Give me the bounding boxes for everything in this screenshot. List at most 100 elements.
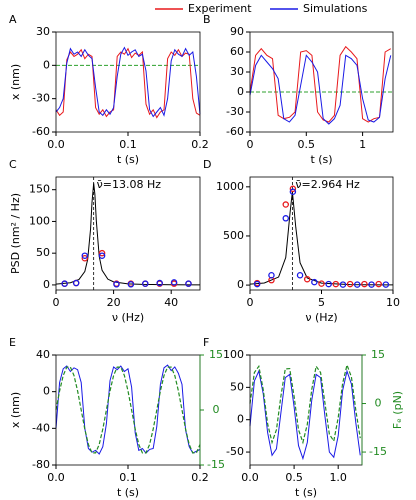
x-tick-label: 0.0 [47, 138, 65, 151]
y-tick-label: 0 [43, 278, 50, 291]
y-tick-label: -50 [226, 445, 244, 458]
point [113, 281, 120, 288]
point [81, 252, 89, 259]
point [156, 279, 163, 287]
y-tick-label: 150 [29, 183, 50, 196]
x-tick-label: 1 [359, 138, 366, 151]
fit-line [249, 191, 394, 286]
x-tick-label: 10 [386, 296, 400, 309]
legend-label: Experiment [188, 2, 252, 15]
annotation: ν̄=2.964 Hz [295, 178, 360, 191]
y-tick-label: -60 [32, 125, 50, 138]
force-line [249, 362, 361, 445]
y2-tick-label: 0 [213, 403, 220, 416]
point [303, 275, 311, 283]
point [185, 280, 192, 287]
point [339, 281, 347, 288]
x-tick-label: 0 [53, 296, 60, 309]
x-tick-label: 1.0 [329, 471, 347, 484]
point [353, 281, 361, 288]
y-tick-label: 0 [237, 85, 244, 98]
point [325, 280, 332, 288]
x-tick-label: 0 [247, 296, 254, 309]
x-tick-label: 0.1 [119, 138, 137, 151]
point [289, 188, 297, 195]
trace-line [55, 46, 201, 118]
x-tick-label: 0.0 [241, 471, 259, 484]
y-tick-label: 0 [237, 278, 244, 291]
panel-label: B [203, 13, 211, 26]
point [268, 272, 275, 279]
y2-tick-label: -15 [369, 445, 387, 458]
y-tick-label: 0 [43, 385, 50, 398]
y-tick-label: 0 [237, 413, 244, 426]
point [332, 280, 340, 288]
plot-frame [55, 31, 201, 133]
point [81, 255, 89, 262]
plot-frame [55, 176, 201, 291]
trace-line [55, 47, 201, 119]
fit-line [55, 183, 201, 286]
y-tick-label: -30 [226, 105, 244, 118]
point [375, 280, 382, 288]
x-axis-label: ν (Hz) [112, 311, 144, 324]
force-line [55, 366, 201, 454]
panel-label: F [203, 336, 209, 349]
y-tick-label: 100 [223, 348, 244, 361]
y-tick-label: -80 [32, 458, 50, 471]
y-tick-label: 100 [29, 214, 50, 227]
y-axis-label: x (nm) [9, 392, 22, 428]
x-tick-label: 0 [247, 138, 254, 151]
point [282, 201, 289, 208]
point [368, 281, 375, 288]
point [253, 280, 261, 288]
x-axis-label: t (s) [310, 153, 332, 166]
point [296, 272, 304, 279]
x-tick-label: 0.1 [119, 471, 137, 484]
point [346, 280, 354, 288]
point [170, 279, 178, 286]
point [72, 279, 80, 287]
point [127, 281, 135, 288]
point [361, 280, 368, 288]
x-tick-label: 0.2 [191, 138, 209, 151]
panel-label: A [9, 13, 17, 26]
y-tick-label: 50 [36, 246, 50, 259]
plot-frame [249, 176, 394, 291]
x-tick-label: 0.2 [191, 471, 209, 484]
panel-label: E [9, 336, 16, 349]
y-tick-label: 60 [230, 45, 244, 58]
y-tick-label: 500 [223, 229, 244, 242]
y2-tick-label: 15 [371, 348, 385, 361]
plot-frame [249, 31, 394, 133]
y2-tick-label: -15 [207, 458, 225, 471]
y2-axis-label: Fₑ (pN) [391, 391, 404, 429]
trace-line [249, 54, 392, 125]
point [318, 280, 325, 287]
trace-line [249, 369, 361, 461]
x-axis-label: ν (Hz) [305, 311, 337, 324]
point [282, 215, 289, 222]
point [61, 280, 68, 287]
panel-label: D [203, 158, 211, 171]
point [311, 278, 318, 286]
trace-line [249, 45, 392, 123]
point [98, 252, 106, 259]
annotation: ν̄=13.08 Hz [97, 178, 162, 191]
x-tick-label: 0.0 [47, 471, 65, 484]
point [382, 281, 390, 288]
x-tick-label: 5 [318, 296, 325, 309]
y-axis-label: PSD (nm² / Hz) [9, 193, 22, 274]
x-axis-label: t (s) [295, 486, 317, 499]
x-tick-label: 0.5 [285, 471, 303, 484]
y-tick-label: 0 [43, 58, 50, 71]
point [142, 280, 149, 287]
x-tick-label: 0.5 [298, 138, 316, 151]
y-tick-label: 90 [230, 25, 244, 38]
legend-label: Simulations [303, 2, 368, 15]
panel-label: C [9, 158, 17, 171]
y-tick-label: 40 [36, 348, 50, 361]
y-tick-label: -40 [32, 421, 50, 434]
